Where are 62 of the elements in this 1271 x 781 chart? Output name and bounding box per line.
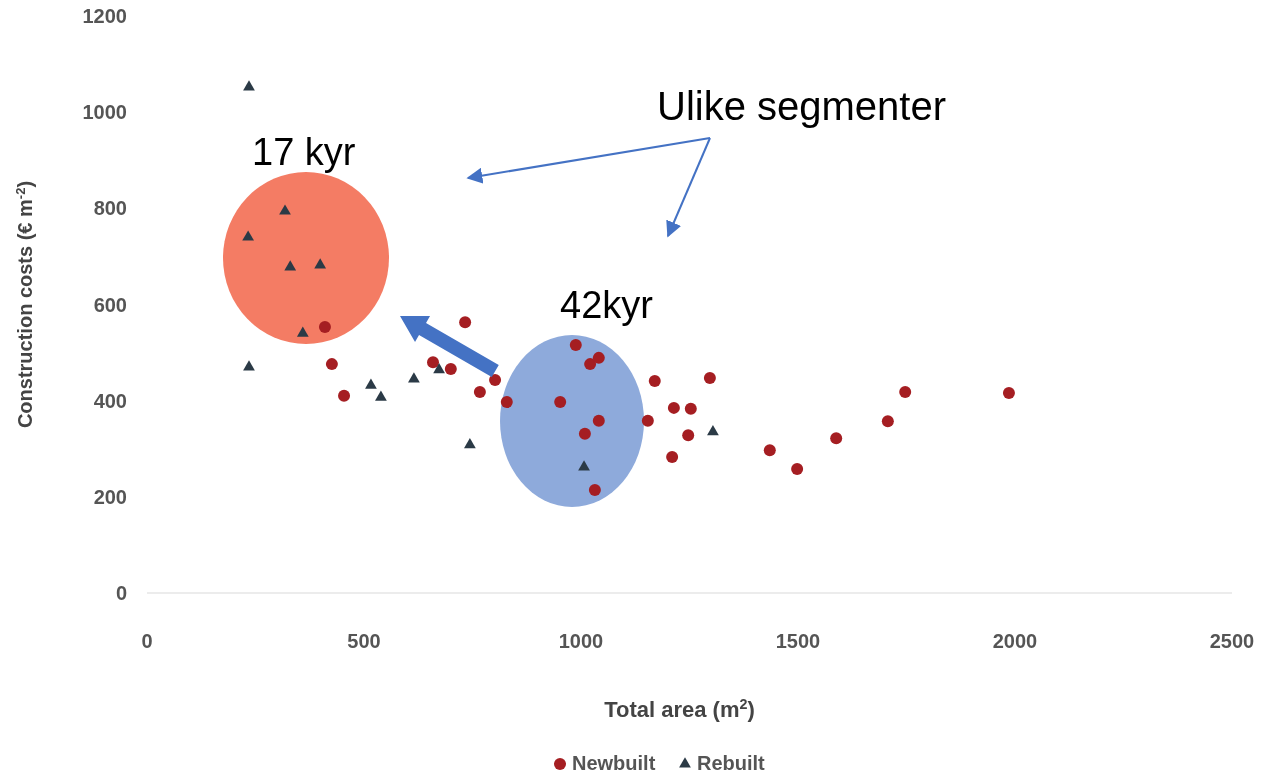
- point: [881, 415, 894, 428]
- point: [588, 484, 601, 497]
- point: [763, 444, 776, 457]
- point: [444, 362, 457, 375]
- point: [703, 372, 716, 385]
- x-tick-label: 1000: [558, 630, 604, 652]
- annotation: Ulike segmenter: [657, 84, 947, 128]
- point: [682, 429, 695, 442]
- point: [554, 396, 567, 409]
- point: [569, 338, 582, 351]
- y-tick-label: 1000: [82, 101, 127, 124]
- point: [243, 80, 255, 91]
- annotation: 17 kyr: [252, 131, 356, 173]
- x-tick-label: 2500: [1209, 630, 1255, 652]
- y-tick-label: 1200: [82, 5, 127, 27]
- point: [707, 425, 719, 436]
- y-tick-label: 600: [93, 293, 127, 316]
- point: [464, 438, 476, 449]
- point: [578, 427, 591, 440]
- x-tick-label: 500: [347, 630, 381, 652]
- y-tick-label: 0: [115, 582, 127, 604]
- point: [584, 358, 597, 371]
- x-tick-label: 1500: [775, 630, 821, 652]
- point: [296, 326, 309, 337]
- point: [318, 321, 331, 334]
- point: [243, 360, 255, 371]
- x-axis-title: Total area (m$^{2}$): [604, 696, 755, 722]
- point: [489, 373, 502, 386]
- point: [1002, 386, 1015, 399]
- point: [578, 460, 590, 471]
- point: [279, 204, 291, 215]
- point: [314, 258, 327, 269]
- point: [284, 260, 297, 271]
- point: [592, 351, 605, 364]
- point: [899, 386, 912, 399]
- y-tick-label: 200: [93, 485, 127, 508]
- point: [242, 230, 255, 241]
- x-tick-label: 2000: [992, 630, 1038, 652]
- point: [427, 356, 440, 369]
- point: [666, 450, 679, 463]
- x-tick-label: 0: [141, 630, 153, 652]
- point: [641, 414, 654, 427]
- annotation: 42kyr: [560, 284, 654, 326]
- point: [592, 414, 605, 427]
- y-tick-label: 800: [93, 197, 127, 220]
- point: [459, 316, 472, 329]
- point: [365, 378, 377, 389]
- point: [791, 462, 804, 475]
- point: [375, 390, 387, 401]
- point: [325, 358, 338, 371]
- point: [338, 389, 351, 402]
- legend-label: Newbuilt: [572, 752, 656, 774]
- point: [408, 372, 420, 383]
- point: [684, 402, 697, 415]
- point: [473, 386, 486, 399]
- point: [667, 401, 680, 414]
- point: [830, 432, 843, 445]
- legend-label: Rebuilt: [697, 752, 766, 774]
- point: [648, 374, 661, 387]
- y-tick-label: 400: [93, 389, 127, 412]
- point: [500, 396, 513, 409]
- point: [433, 363, 445, 374]
